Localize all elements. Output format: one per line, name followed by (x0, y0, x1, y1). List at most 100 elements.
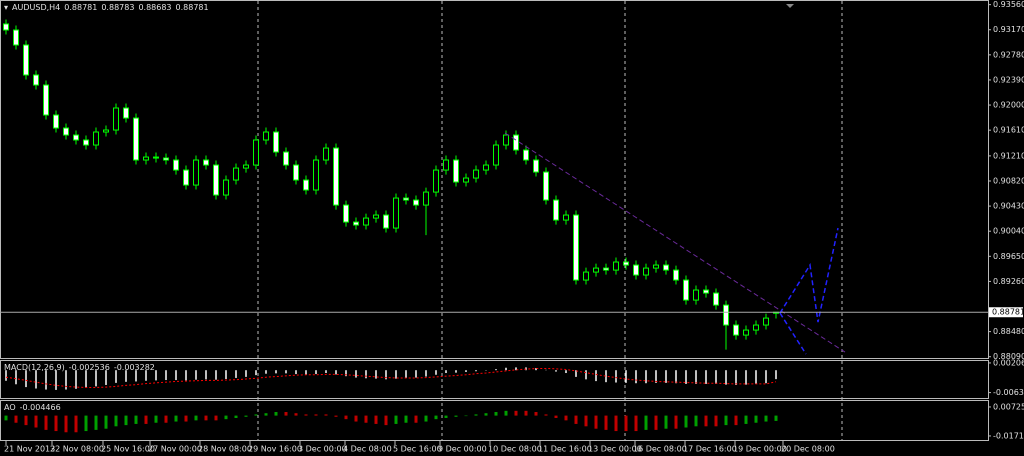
menu-arrow[interactable]: ▾ (4, 3, 9, 12)
ao-bar (404, 415, 408, 423)
candle-body (763, 317, 769, 326)
x-tick-label: 20 Dec 08:00 (781, 445, 835, 454)
candle-body (603, 267, 609, 271)
high-value: 0.88783 (101, 3, 135, 12)
y-tick-label: 0.91210 (993, 151, 1024, 160)
ao-bar (394, 415, 398, 424)
candle-body (523, 149, 529, 161)
ao-bar (504, 410, 508, 416)
candle-body (503, 134, 509, 146)
ao-bar (424, 415, 428, 422)
ao-bar (244, 415, 248, 417)
ao-header: AO -0.004466 (4, 403, 65, 412)
candle-body (693, 289, 699, 301)
candle-body (713, 292, 719, 306)
x-tick-label: 22 Nov 08:00 (50, 445, 104, 454)
ao-bar (354, 415, 358, 422)
candle-body (673, 269, 679, 281)
ao-bar (594, 415, 598, 429)
candle-body (83, 139, 89, 146)
y-tick-label: 0.92000 (993, 101, 1024, 110)
x-tick-label: 19 Dec 00:00 (733, 445, 787, 454)
x-tick-label: 3 Dec 00:00 (298, 445, 347, 454)
candle-body (293, 164, 299, 181)
ao-bar (644, 415, 648, 430)
candle-body (313, 159, 319, 191)
ao-bar (84, 415, 88, 432)
candle-body (383, 214, 389, 229)
candle-body (653, 264, 659, 269)
ao-bar (64, 415, 68, 433)
ao-bar (114, 415, 118, 427)
candle-body (493, 144, 499, 166)
candle-body (243, 164, 249, 169)
ao-bar (174, 415, 178, 422)
ao-bar (94, 415, 98, 430)
candle-body (623, 261, 629, 266)
ao-bar (44, 415, 48, 430)
x-tick-label: 29 Nov 16:00 (248, 445, 302, 454)
candle-body (93, 131, 99, 146)
candle-body (533, 159, 539, 173)
candle-body (23, 44, 29, 76)
candle-body (413, 199, 419, 206)
ao-bar (744, 415, 748, 424)
candle-body (573, 214, 579, 281)
x-tick-label: 17 Dec 16:00 (683, 445, 737, 454)
ao-bar (574, 415, 578, 424)
ao-bar (584, 415, 588, 427)
ao-bar (614, 415, 618, 432)
ao-bar (484, 413, 488, 416)
x-tick-label: 25 Nov 16:00 (101, 445, 155, 454)
candle-body (543, 171, 549, 201)
candle-body (393, 197, 399, 229)
candle-body (103, 129, 109, 133)
x-tick-label: 28 Nov 08:00 (198, 445, 252, 454)
candle-body (743, 329, 749, 336)
candle-body (163, 157, 169, 161)
ao-bar (464, 415, 468, 417)
candle-body (563, 214, 569, 221)
candle-body (613, 261, 619, 271)
candle-body (553, 199, 559, 221)
ao-bar (624, 415, 628, 432)
ao-value: -0.004466 (19, 403, 61, 412)
price-label: 0.88781 (992, 308, 1024, 317)
forecast-line (779, 227, 839, 323)
ao-bar (194, 415, 198, 421)
candle-body (353, 221, 359, 226)
y-tick-label: 0.90820 (993, 177, 1024, 186)
ao-bar (284, 412, 288, 416)
x-tick-label: 27 Nov 00:00 (148, 445, 202, 454)
ao-bar (234, 415, 238, 418)
candle-body (583, 271, 589, 281)
ao-bar (4, 415, 8, 421)
ao-bar (684, 415, 688, 428)
candle-body (183, 169, 189, 186)
ao-bar (634, 415, 638, 432)
x-tick-label: 16 Dec 08:00 (633, 445, 687, 454)
main-header: ▾ AUDUSD,H4 0.88781 0.88783 0.88683 0.88781 (4, 3, 213, 12)
ao-bar (554, 415, 558, 418)
ao-bar (514, 410, 518, 416)
symbol: AUDUSD,H4 (12, 3, 61, 12)
shift-marker (786, 4, 794, 8)
candle-body (273, 131, 279, 153)
ao-bar (24, 415, 28, 426)
ao-bar (474, 414, 478, 416)
x-tick-label: 13 Dec 00:00 (588, 445, 642, 454)
ao-title: AO (4, 403, 16, 412)
ao-bar (754, 415, 758, 423)
ao-bar (294, 413, 298, 416)
forecast-line (779, 312, 807, 355)
candle-body (113, 107, 119, 131)
ao-bar (264, 413, 268, 416)
close-value: 0.88781 (175, 3, 209, 12)
ao-bar (134, 415, 138, 424)
ao-bar (104, 415, 108, 429)
candle-body (193, 159, 199, 186)
candle-body (213, 164, 219, 196)
y-tick-label: 0.90430 (993, 202, 1024, 211)
open-value: 0.88781 (64, 3, 98, 12)
ao-bar (714, 415, 718, 427)
